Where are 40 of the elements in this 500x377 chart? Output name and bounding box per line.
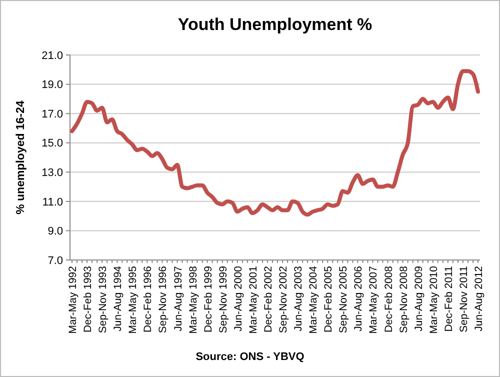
x-tick-label: Sep-Nov 2008 — [398, 266, 410, 334]
x-tick-label: Jun-Aug 1994 — [112, 266, 124, 332]
y-tick-label: 11.0 — [42, 196, 63, 208]
x-tick-label: Dec-Feb 1996 — [142, 266, 154, 333]
x-tick-label: Mar-May 2010 — [428, 266, 440, 334]
y-tick-label: 9.0 — [48, 226, 63, 238]
x-tick-label: Dec-Feb 2005 — [322, 266, 335, 333]
source-note: Source: ONS - YBVQ — [196, 351, 305, 363]
y-axis-title: % unemployed 16-24 — [15, 100, 27, 214]
x-tick-label: Dec-Feb 1999 — [202, 266, 214, 333]
y-tick-label: 17.0 — [42, 108, 63, 120]
y-tick-label: 7.0 — [48, 254, 63, 267]
x-tick-label: Dec-Feb 1993 — [82, 266, 94, 333]
x-tick-label: Jun-Aug 2009 — [412, 266, 425, 332]
x-tick-label: Mar-May 2007 — [368, 266, 380, 334]
x-tick-label: Mar-May 1992 — [67, 266, 79, 334]
x-tick-label: Mar-May 1995 — [127, 266, 140, 334]
x-tick-label: Jun-Aug 1997 — [172, 266, 184, 332]
x-tick-label: Jun-Aug 2006 — [352, 266, 365, 332]
x-tick-label: Dec-Feb 2011 — [442, 266, 455, 332]
x-tick-label: Dec-Feb 2002 — [262, 266, 274, 333]
x-tick-label: Sep-Nov 1996 — [157, 266, 170, 334]
x-tick-label: Sep-Nov 2002 — [278, 266, 290, 334]
y-tick-label: 15.0 — [42, 138, 63, 150]
line-series — [70, 69, 480, 217]
x-tick-label: Sep-Nov 2005 — [338, 266, 350, 334]
chart-title: Youth Unemployment % — [178, 15, 372, 34]
y-tick-label: 19.0 — [42, 79, 63, 92]
x-tick-label: Dec-Feb 2008 — [382, 266, 395, 333]
x-tick-label: Jun-Aug 2012 — [473, 266, 485, 332]
x-tick-label: Sep-Nov 2011 — [458, 266, 470, 332]
x-tick-label: Sep-Nov 1999 — [217, 266, 230, 334]
x-tick-label: Mar-May 1998 — [187, 266, 200, 334]
x-tick-label: Jun-Aug 2003 — [292, 266, 305, 332]
x-tick-label: Sep-Nov 1993 — [97, 266, 110, 334]
y-tick-label: 13.0 — [42, 166, 63, 179]
x-tick-label: Jun-Aug 2000 — [232, 266, 244, 332]
y-tick-label: 21.0 — [42, 50, 63, 62]
x-tick-label: Mar-May 2001 — [247, 266, 260, 334]
x-tick-label: Mar-May 2004 — [308, 266, 320, 334]
